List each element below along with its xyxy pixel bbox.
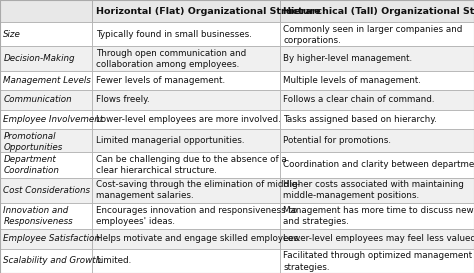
Text: Potential for promotions.: Potential for promotions. bbox=[283, 136, 392, 145]
Text: Horizontal (Flat) Organizational Structure: Horizontal (Flat) Organizational Structu… bbox=[96, 7, 321, 16]
Text: By higher-level management.: By higher-level management. bbox=[283, 54, 412, 63]
Bar bbox=[92, 0, 280, 22]
Bar bbox=[280, 46, 474, 70]
Bar bbox=[280, 109, 474, 129]
Bar bbox=[92, 249, 280, 273]
Bar bbox=[280, 249, 474, 273]
Text: Typically found in small businesses.: Typically found in small businesses. bbox=[96, 30, 252, 39]
Text: Fewer levels of management.: Fewer levels of management. bbox=[96, 76, 225, 85]
Bar bbox=[280, 0, 474, 22]
Bar bbox=[92, 229, 280, 249]
Bar bbox=[280, 152, 474, 178]
Text: Commonly seen in larger companies and
corporations.: Commonly seen in larger companies and co… bbox=[283, 25, 463, 45]
Text: Promotional
Opportunities: Promotional Opportunities bbox=[3, 132, 63, 152]
Bar bbox=[92, 109, 280, 129]
Bar bbox=[0, 109, 92, 129]
Bar bbox=[0, 70, 92, 90]
Text: Encourages innovation and responsiveness to
employees' ideas.: Encourages innovation and responsiveness… bbox=[96, 206, 298, 226]
Text: Department
Coordination: Department Coordination bbox=[3, 155, 59, 175]
Bar bbox=[280, 203, 474, 229]
Bar bbox=[280, 178, 474, 203]
Text: Tasks assigned based on hierarchy.: Tasks assigned based on hierarchy. bbox=[283, 115, 437, 124]
Text: Hierarchical (Tall) Organizational Structure: Hierarchical (Tall) Organizational Struc… bbox=[283, 7, 474, 16]
Bar bbox=[280, 90, 474, 109]
Bar bbox=[0, 203, 92, 229]
Bar bbox=[92, 46, 280, 70]
Bar bbox=[280, 22, 474, 46]
Bar bbox=[0, 129, 92, 152]
Bar bbox=[280, 229, 474, 249]
Text: Multiple levels of management.: Multiple levels of management. bbox=[283, 76, 421, 85]
Text: Management has more time to discuss new ideas
and strategies.: Management has more time to discuss new … bbox=[283, 206, 474, 226]
Text: Limited.: Limited. bbox=[96, 256, 131, 265]
Text: Employee Satisfaction: Employee Satisfaction bbox=[3, 235, 100, 244]
Bar bbox=[92, 178, 280, 203]
Bar bbox=[0, 0, 92, 22]
Text: Coordination and clarity between departments.: Coordination and clarity between departm… bbox=[283, 160, 474, 169]
Text: Innovation and
Responsiveness: Innovation and Responsiveness bbox=[3, 206, 73, 226]
Text: Limited managerial opportunities.: Limited managerial opportunities. bbox=[96, 136, 245, 145]
Text: Helps motivate and engage skilled employees.: Helps motivate and engage skilled employ… bbox=[96, 235, 301, 244]
Text: Lower-level employees may feel less valued.: Lower-level employees may feel less valu… bbox=[283, 235, 474, 244]
Text: Flows freely.: Flows freely. bbox=[96, 95, 150, 104]
Text: Scalability and Growth: Scalability and Growth bbox=[3, 256, 101, 265]
Text: Can be challenging due to the absence of a
clear hierarchical structure.: Can be challenging due to the absence of… bbox=[96, 155, 287, 175]
Text: Decision-Making: Decision-Making bbox=[3, 54, 75, 63]
Text: Lower-level employees are more involved.: Lower-level employees are more involved. bbox=[96, 115, 281, 124]
Bar bbox=[280, 129, 474, 152]
Bar bbox=[92, 152, 280, 178]
Bar bbox=[92, 22, 280, 46]
Text: Size: Size bbox=[3, 30, 21, 39]
Text: Cost-saving through the elimination of middle-
management salaries.: Cost-saving through the elimination of m… bbox=[96, 180, 301, 200]
Text: Follows a clear chain of command.: Follows a clear chain of command. bbox=[283, 95, 435, 104]
Bar bbox=[92, 70, 280, 90]
Bar bbox=[0, 229, 92, 249]
Bar bbox=[0, 152, 92, 178]
Text: Facilitated through optimized management
strategies.: Facilitated through optimized management… bbox=[283, 251, 473, 272]
Bar bbox=[0, 46, 92, 70]
Text: Through open communication and
collaboration among employees.: Through open communication and collabora… bbox=[96, 49, 246, 69]
Bar bbox=[0, 178, 92, 203]
Bar bbox=[280, 70, 474, 90]
Text: Cost Considerations: Cost Considerations bbox=[3, 186, 91, 195]
Bar bbox=[92, 90, 280, 109]
Text: Communication: Communication bbox=[3, 95, 72, 104]
Text: Employee Involvement: Employee Involvement bbox=[3, 115, 103, 124]
Bar bbox=[92, 203, 280, 229]
Text: Management Levels: Management Levels bbox=[3, 76, 91, 85]
Bar bbox=[0, 249, 92, 273]
Bar bbox=[0, 22, 92, 46]
Bar bbox=[92, 129, 280, 152]
Bar bbox=[0, 90, 92, 109]
Text: Higher costs associated with maintaining
middle-management positions.: Higher costs associated with maintaining… bbox=[283, 180, 465, 200]
